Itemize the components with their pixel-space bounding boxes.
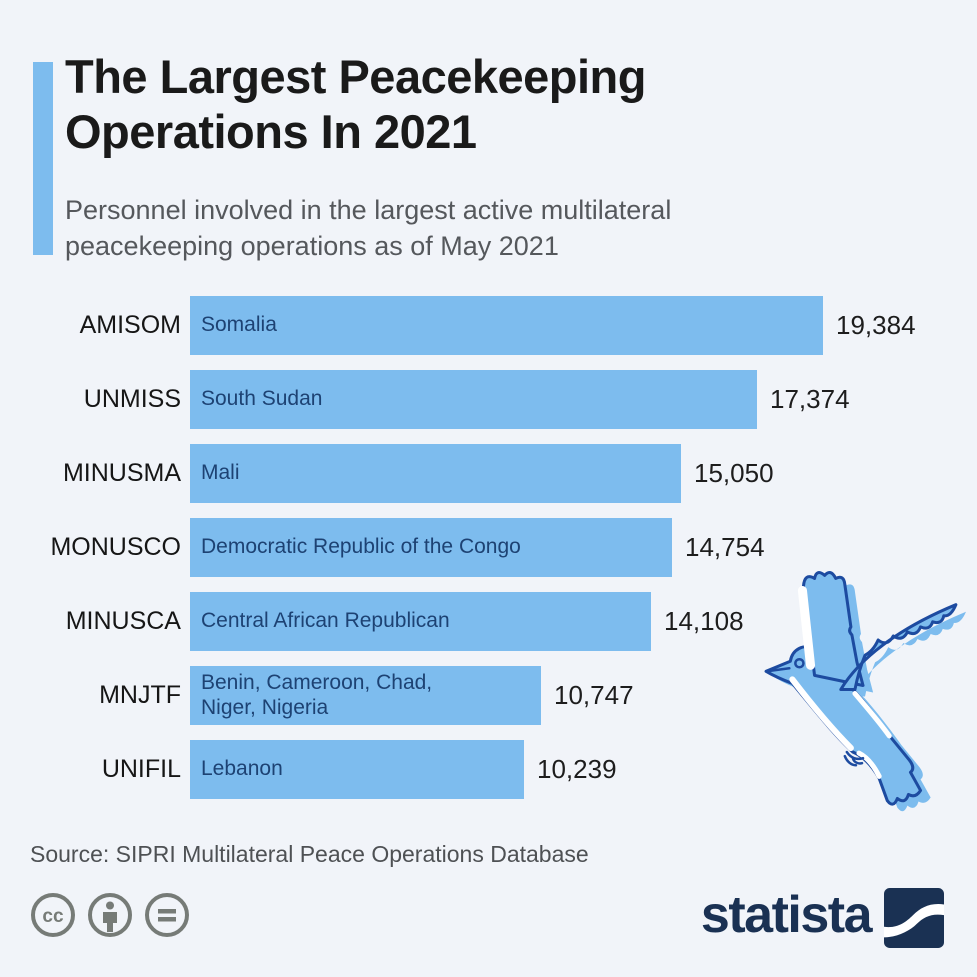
dove-chest-highlight	[789, 676, 854, 752]
value-label: 10,747	[554, 680, 634, 710]
value-label: 19,384	[836, 310, 916, 340]
title-accent-bar	[33, 62, 53, 255]
dove-illustration	[764, 571, 966, 812]
creative-commons-icon[interactable]: cc	[30, 892, 76, 938]
operation-label: MONUSCO	[50, 533, 181, 561]
region-label: Democratic Republic of the Congo	[201, 535, 521, 559]
subtitle-line-2: peacekeeping operations as of May 2021	[65, 231, 559, 262]
chart-bar: Benin, Cameroon, Chad, Niger, Nigeria	[190, 666, 541, 725]
chart-row: MONUSCO Democratic Republic of the Congo…	[0, 518, 977, 577]
dove-wing-base-highlight	[852, 691, 892, 739]
title-line-1: The Largest Peacekeeping	[65, 50, 646, 103]
value-label: 10,239	[537, 754, 617, 784]
region-label: Central African Republican	[201, 609, 450, 633]
statista-logo[interactable]: statista	[701, 888, 944, 948]
page-title: The Largest Peacekeeping Operations In 2…	[65, 50, 646, 160]
value-label: 14,108	[664, 606, 744, 636]
bar-chart: AMISOM Somalia 19,384 UNMISS South Sudan…	[0, 296, 977, 814]
no-derivatives-icon[interactable]	[144, 892, 190, 938]
value-label: 15,050	[694, 458, 774, 488]
dove-beak-line	[764, 667, 791, 673]
operation-label: MINUSMA	[62, 459, 181, 487]
statista-wordmark: statista	[700, 886, 873, 944]
chart-row: MINUSMA Mali 15,050	[0, 444, 977, 503]
region-label: Mali	[201, 461, 240, 485]
value-label: 17,374	[770, 384, 850, 414]
dove-back-wing	[801, 571, 865, 687]
license-icons[interactable]: cc	[30, 892, 190, 938]
region-label: Lebanon	[201, 757, 283, 781]
value-label: 14,754	[685, 532, 765, 562]
region-label: Somalia	[201, 313, 277, 337]
dove-eye	[794, 657, 805, 669]
source-note: Source: SIPRI Multilateral Peace Operati…	[30, 841, 589, 867]
svg-text:cc: cc	[42, 906, 64, 927]
chart-bar: Democratic Republic of the Congo	[190, 518, 672, 577]
subtitle-line-1: Personnel involved in the largest active…	[65, 195, 672, 225]
title-line-2: Operations In 2021	[65, 104, 477, 158]
chart-bar: Lebanon	[190, 740, 524, 799]
operation-label: AMISOM	[79, 311, 181, 339]
chart-row: MINUSCA Central African Republican 14,10…	[0, 592, 977, 651]
chart-bar: Somalia	[190, 296, 823, 355]
operation-label: MINUSCA	[65, 607, 181, 635]
chart-row: AMISOM Somalia 19,384	[0, 296, 977, 355]
region-label: Benin, Cameroon, Chad, Niger, Nigeria	[201, 670, 433, 719]
dove-back-wing-highlight	[797, 586, 816, 670]
page-subtitle: Personnel involved in the largest active…	[65, 192, 671, 265]
chart-bar: South Sudan	[190, 370, 757, 429]
dove-tail-highlight	[856, 750, 882, 779]
chart-bar: Mali	[190, 444, 681, 503]
attribution-icon[interactable]	[87, 892, 133, 938]
statista-logo-icon	[884, 888, 944, 948]
chart-row: UNIFIL Lebanon 10,239	[0, 740, 977, 799]
region-label: South Sudan	[201, 387, 323, 411]
dove-feet	[843, 750, 865, 767]
chart-bar: Central African Republican	[190, 592, 651, 651]
operation-label: UNIFIL	[101, 755, 181, 783]
chart-row: MNJTF Benin, Cameroon, Chad, Niger, Nige…	[0, 666, 977, 725]
operation-label: MNJTF	[99, 681, 181, 709]
dove-front-wing	[839, 603, 958, 692]
operation-label: UNMISS	[83, 385, 181, 413]
chart-row: UNMISS South Sudan 17,374	[0, 370, 977, 429]
